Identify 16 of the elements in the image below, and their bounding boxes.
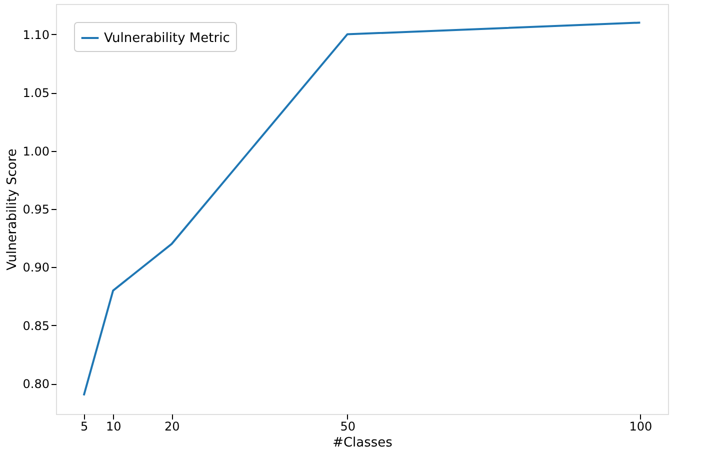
y-tick-label: 1.05 — [22, 86, 50, 100]
x-tick-label: 5 — [80, 420, 88, 434]
x-tick-label: 50 — [340, 420, 356, 434]
x-tick-label: 100 — [629, 420, 652, 434]
y-tick-label: 0.85 — [22, 318, 50, 333]
y-tick-label: 0.95 — [22, 202, 50, 216]
line-series — [82, 22, 642, 396]
y-tick-label: 0.80 — [22, 377, 50, 392]
y-tick-label: 1.10 — [22, 28, 50, 42]
x-tick-label: 20 — [164, 420, 180, 434]
legend-label: Vulnerability Metric — [104, 31, 230, 46]
y-tick-label: 1.00 — [22, 144, 50, 158]
y-tick-label: 0.90 — [22, 260, 50, 275]
x-tick-label: 10 — [106, 420, 122, 434]
y-axis-title: Vulnerability Score — [4, 148, 20, 270]
x-axis-title: #Classes — [332, 436, 393, 450]
